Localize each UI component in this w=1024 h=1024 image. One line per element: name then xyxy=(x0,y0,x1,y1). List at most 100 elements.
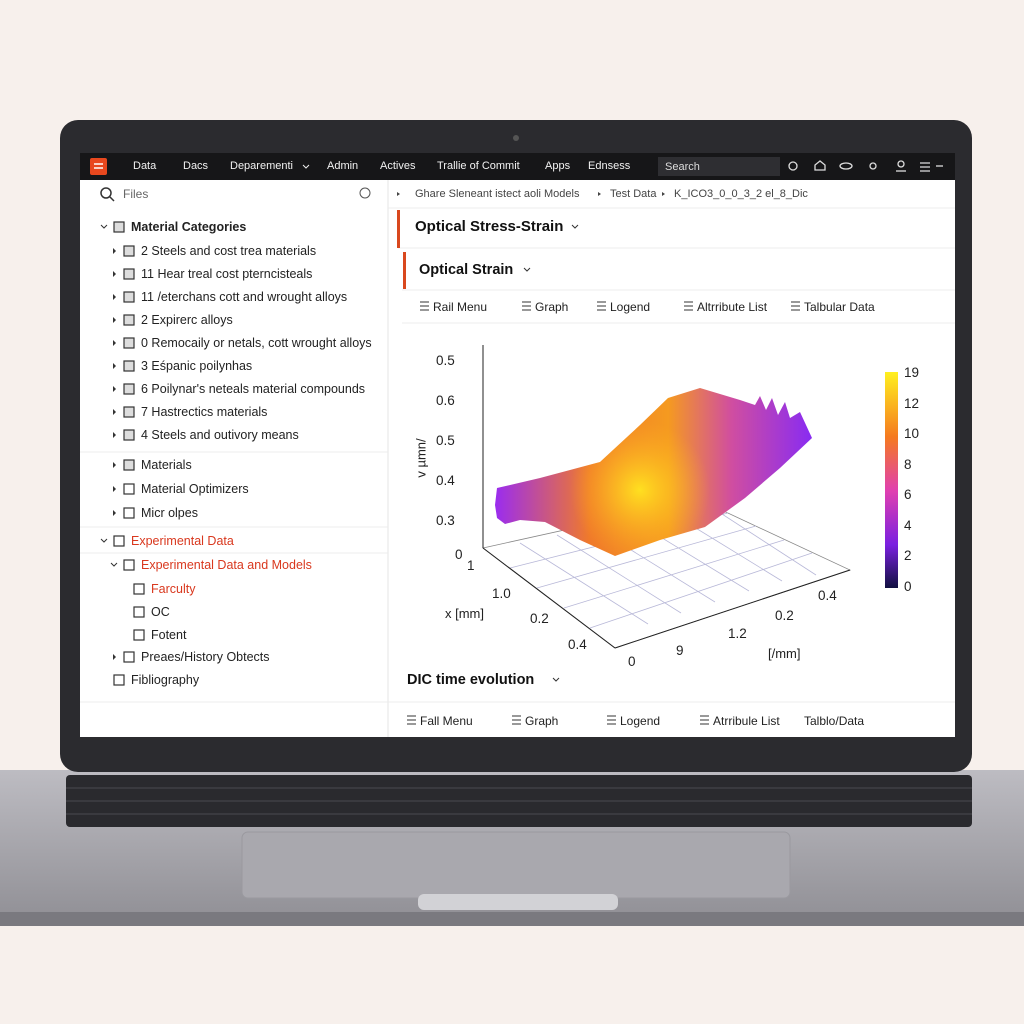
tool-button[interactable]: Altrribute List xyxy=(697,300,768,314)
x-axis-label: x [mm] xyxy=(445,606,484,621)
tree-item[interactable]: Experimental Data xyxy=(131,534,234,548)
tree-item[interactable]: Micr olpes xyxy=(141,506,198,520)
x-tick-label: 0 xyxy=(628,654,636,669)
item-icon xyxy=(123,314,135,326)
colorbar-tick-label: 0 xyxy=(904,579,912,594)
tree-item[interactable]: 2 Steels and cost trea materials xyxy=(141,244,317,258)
colorbar-tick-label: 4 xyxy=(904,517,912,533)
tree-item[interactable]: 0 Remocaily or netals, cott wrought allo… xyxy=(141,336,372,350)
x-tick-label: 0.2 xyxy=(530,611,549,626)
z-tick-label: 0.4 xyxy=(436,473,455,488)
z-tick-label: 0.3 xyxy=(436,513,455,528)
colorbar-tick-label: 2 xyxy=(904,548,912,564)
tool-button[interactable]: Logend xyxy=(610,300,651,314)
toggle xyxy=(113,248,116,254)
item-icon xyxy=(123,429,135,441)
toggle xyxy=(113,294,116,300)
nav-item[interactable]: Actives xyxy=(380,160,416,172)
tool-button[interactable]: Atrribule List xyxy=(713,714,780,728)
breadcrumb-sep xyxy=(598,192,601,196)
breadcrumb[interactable]: Test Data xyxy=(610,188,657,200)
tree-item[interactable]: Materials xyxy=(141,458,192,472)
toggle xyxy=(113,654,116,660)
tool-button[interactable]: Rail Menu xyxy=(433,300,488,314)
tree-item[interactable]: OC xyxy=(151,605,170,619)
tree-item[interactable]: Fotent xyxy=(151,628,187,642)
item-icon xyxy=(123,459,135,471)
nav-item[interactable]: Admin xyxy=(327,160,359,172)
x-tick-label: 0.4 xyxy=(568,637,587,652)
tree-item[interactable]: Fibliography xyxy=(131,673,200,687)
tool-button[interactable]: Talbular Data xyxy=(804,300,875,314)
y-tick-label: 0.2 xyxy=(775,608,794,623)
x-tick-label: 1.0 xyxy=(492,586,511,601)
tool-button[interactable]: Graph xyxy=(535,300,569,314)
tree-item[interactable]: Experimental Data and Models xyxy=(141,558,312,572)
colorbar xyxy=(885,372,898,588)
toggle xyxy=(113,409,116,415)
z-axis-label: v µmn/ xyxy=(413,438,429,478)
caret xyxy=(571,224,579,229)
tool-icon xyxy=(684,301,693,311)
z-tick-label: 0 xyxy=(455,547,463,562)
x-tick-label: 1 xyxy=(467,558,475,573)
colorbar-tick-label: 10 xyxy=(904,426,920,442)
item-icon xyxy=(123,651,135,663)
item-icon xyxy=(133,629,145,641)
tree-item[interactable]: Preaes/History Obtects xyxy=(141,650,270,664)
toggle xyxy=(113,363,116,369)
breadcrumb[interactable]: K_ICO3_0_0_3_2 el_8_Dic xyxy=(674,188,808,200)
tree-item[interactable]: 3 Eśpanic poilynhas xyxy=(141,359,253,373)
toggle xyxy=(113,317,116,323)
item-icon xyxy=(123,337,135,349)
colorbar-tick-label: 8 xyxy=(904,456,912,472)
tree-item[interactable]: 11 /eterchans cott and wrought alloys xyxy=(141,290,348,304)
nav-item[interactable]: Trallie of Commit xyxy=(437,160,520,172)
tree-item[interactable]: Material Categories xyxy=(131,220,247,234)
panel-title: Optical Stress-Strain xyxy=(415,218,564,235)
y-axis-label: [/mm] xyxy=(768,646,801,661)
tree-item[interactable]: 4 Steels and outivory means xyxy=(141,428,299,442)
tree-item[interactable]: Farculty xyxy=(151,582,196,596)
tree-item[interactable]: 6 Poilynar's neteals material compounds xyxy=(141,382,366,396)
item-icon xyxy=(113,535,125,547)
tool-icon xyxy=(700,715,709,725)
nav-item[interactable]: Deparementi xyxy=(230,160,293,172)
search-box[interactable]: Search xyxy=(665,161,700,173)
toggle xyxy=(113,510,116,516)
breadcrumb[interactable]: Ghare Sleneant istect aoli Models xyxy=(415,188,580,200)
nav-item[interactable]: Ednsess xyxy=(588,160,631,172)
tool-icon xyxy=(522,301,531,311)
y-tick-label: 0.4 xyxy=(818,588,837,603)
tree-item[interactable]: 11 Hear treal cost pterncisteals xyxy=(141,267,313,281)
item-icon xyxy=(123,483,135,495)
colorbar-tick-label: 6 xyxy=(904,487,912,503)
tool-icon xyxy=(607,715,616,725)
toggle xyxy=(113,386,116,392)
y-tick-label: 1.2 xyxy=(728,626,747,641)
tool-icon xyxy=(407,715,416,725)
file-search[interactable]: Files xyxy=(123,187,149,201)
item-icon xyxy=(123,383,135,395)
tool-button[interactable]: Logend xyxy=(620,714,661,728)
section-title: DIC time evolution xyxy=(407,672,535,688)
tool-icon xyxy=(597,301,606,311)
tree-item[interactable]: 7 Hastrectics materials xyxy=(141,405,268,419)
toggle xyxy=(100,538,108,543)
toggle xyxy=(113,432,116,438)
nav-item[interactable]: Apps xyxy=(545,160,571,172)
toggle xyxy=(113,462,116,468)
tool-button[interactable]: Graph xyxy=(525,714,559,728)
tree-item[interactable]: 2 Expirerc alloys xyxy=(141,313,233,327)
nav-item[interactable]: Dacs xyxy=(183,160,209,172)
z-tick-label: 0.5 xyxy=(436,353,455,368)
breadcrumb-sep xyxy=(397,192,400,196)
tree-item[interactable]: Material Optimizers xyxy=(141,482,249,496)
tool-button[interactable]: Talblo/Data xyxy=(804,714,865,728)
tool-button[interactable]: Fall Menu xyxy=(420,714,473,728)
item-icon xyxy=(123,406,135,418)
item-icon xyxy=(123,245,135,257)
item-icon xyxy=(123,360,135,372)
nav-item[interactable]: Data xyxy=(133,160,157,172)
